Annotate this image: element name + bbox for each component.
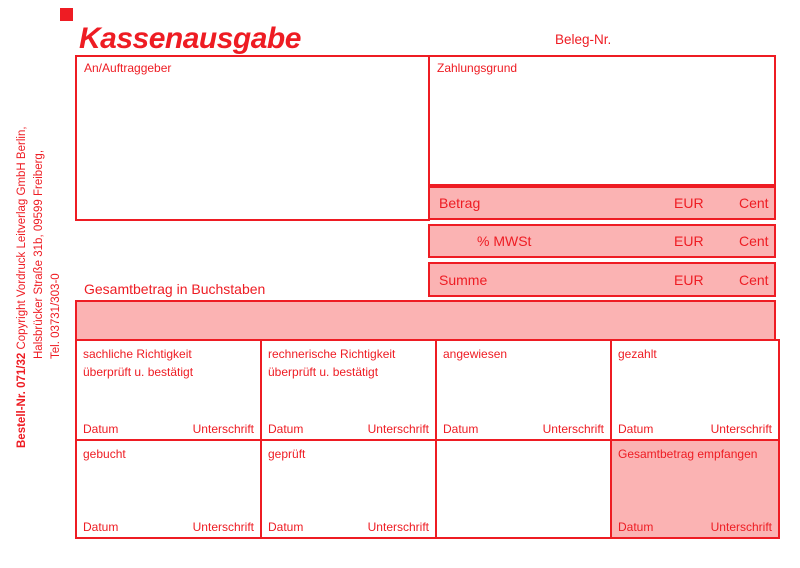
datum-label: Datum: [83, 422, 119, 436]
amount-in-words-label: Gesamtbetrag in Buchstaben: [84, 281, 266, 297]
cell-title: sachliche Richtigkeit: [83, 347, 192, 361]
payment-reason-field[interactable]: Zahlungsgrund: [428, 55, 776, 186]
amount-field-mwst[interactable]: % MWSt EUR Cent: [428, 224, 776, 258]
cell-title: angewiesen: [443, 347, 508, 361]
beleg-nr-label: Beleg-Nr.: [555, 32, 612, 47]
cell-angewiesen[interactable]: angewiesen Datum Unterschrift: [435, 339, 612, 441]
cell-title: rechnerische Richtigkeit: [268, 347, 396, 361]
amount-field-summe[interactable]: Summe EUR Cent: [428, 262, 776, 297]
datum-label: Datum: [618, 520, 654, 534]
cell-subtitle: überprüft u. bestätigt: [83, 365, 194, 379]
cell-geprueft[interactable]: geprüft Datum Unterschrift: [260, 439, 437, 539]
publisher-imprint: Bestell-Nr. 071/32 Copyright Vordruck Le…: [14, 92, 66, 448]
cell-title: geprüft: [268, 447, 306, 461]
cell-empty[interactable]: [435, 439, 612, 539]
betrag-label: Betrag: [439, 195, 481, 211]
unterschrift-label: Unterschrift: [710, 520, 772, 534]
cell-title: gebucht: [83, 447, 126, 461]
cell-rechnerische-richtigkeit[interactable]: rechnerische Richtigkeit überprüft u. bes…: [260, 339, 437, 441]
cell-gebucht[interactable]: gebucht Datum Unterschrift: [75, 439, 262, 539]
mwst-cent-label: Cent: [739, 233, 769, 249]
amount-field-betrag[interactable]: Betrag EUR Cent: [428, 186, 776, 220]
cell-gesamtbetrag-empfangen[interactable]: Gesamtbetrag empfangen Datum Unterschrift: [610, 439, 780, 539]
unterschrift-label: Unterschrift: [710, 422, 772, 436]
unterschrift-label: Unterschrift: [542, 422, 604, 436]
amount-in-words-field[interactable]: [75, 300, 776, 341]
datum-label: Datum: [618, 422, 654, 436]
unterschrift-label: Unterschrift: [367, 520, 429, 534]
form-title: Kassenausgabe: [79, 22, 301, 55]
publisher-copyright: Copyright Vordruck Leitverlag GmbH Berli…: [16, 126, 28, 350]
publisher-address: Halsbrücker Straße 31b, 09599 Freiberg,: [33, 149, 45, 359]
order-number: Bestell-Nr. 071/32: [16, 352, 28, 448]
unterschrift-label: Unterschrift: [192, 520, 254, 534]
unterschrift-label: Unterschrift: [367, 422, 429, 436]
datum-label: Datum: [268, 422, 304, 436]
recipient-label: An/Auftraggeber: [84, 61, 172, 75]
payment-reason-label: Zahlungsgrund: [437, 61, 518, 75]
unterschrift-label: Unterschrift: [192, 422, 254, 436]
cell-sachliche-richtigkeit[interactable]: sachliche Richtigkeit überprüft u. bestät…: [75, 339, 262, 441]
datum-label: Datum: [83, 520, 119, 534]
summe-cent-label: Cent: [739, 271, 769, 288]
summe-label: Summe: [439, 271, 488, 288]
cell-gezahlt[interactable]: gezahlt Datum Unterschrift: [610, 339, 780, 441]
cell-title: Gesamtbetrag empfangen: [618, 447, 758, 461]
datum-label: Datum: [268, 520, 304, 534]
recipient-field[interactable]: An/Auftraggeber: [75, 55, 430, 221]
datum-label: Datum: [443, 422, 479, 436]
mwst-eur-label: EUR: [674, 233, 704, 249]
registration-mark-icon: [60, 8, 73, 21]
betrag-cent-label: Cent: [739, 195, 769, 211]
mwst-label: % MWSt: [477, 233, 532, 249]
publisher-line-1: Bestell-Nr. 071/32 Copyright Vordruck Le…: [14, 92, 31, 448]
summe-eur-label: EUR: [674, 271, 704, 288]
cell-title: gezahlt: [618, 347, 657, 361]
signature-grid: sachliche Richtigkeit überprüft u. bestät…: [75, 339, 780, 539]
betrag-eur-label: EUR: [674, 195, 704, 211]
publisher-phone: Tel. 03731/303-0: [50, 273, 62, 359]
cell-subtitle: überprüft u. bestätigt: [268, 365, 379, 379]
